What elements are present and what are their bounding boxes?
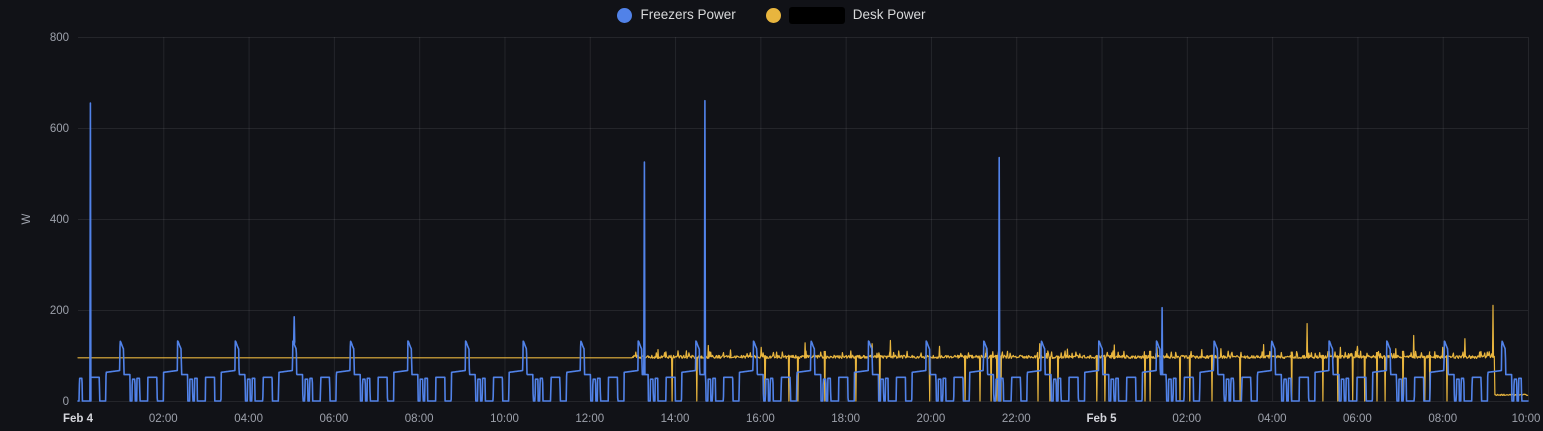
x-tick-label: 08:00 xyxy=(1428,413,1457,425)
y-tick-label: 0 xyxy=(63,396,69,408)
y-tick-label: 800 xyxy=(50,32,69,44)
x-tick-label: 22:00 xyxy=(1002,413,1031,425)
y-tick-label: 400 xyxy=(50,214,69,226)
y-axis-unit-label: W xyxy=(21,213,33,224)
y-tick-label: 600 xyxy=(50,123,69,135)
x-tick-label: 14:00 xyxy=(661,413,690,425)
x-tick-label: 02:00 xyxy=(149,413,178,425)
x-tick-label: 06:00 xyxy=(319,413,348,425)
x-tick-label: 06:00 xyxy=(1343,413,1372,425)
legend-item-freezers-power[interactable]: Freezers Power xyxy=(617,3,736,27)
x-tick-label: 04:00 xyxy=(234,413,263,425)
chart-legend: Freezers Power Desk Power xyxy=(0,3,1543,27)
x-tick-label: Feb 5 xyxy=(1087,413,1118,425)
y-axis-labels: 0 200 400 600 800 W xyxy=(21,32,69,408)
series-color-dot-freezers xyxy=(617,7,633,23)
x-tick-label: 20:00 xyxy=(917,413,946,425)
redacted-name-box xyxy=(788,6,845,24)
x-tick-label: 16:00 xyxy=(746,413,775,425)
x-tick-label: 02:00 xyxy=(1172,413,1201,425)
y-tick-label: 200 xyxy=(50,305,69,317)
legend-label-freezers: Freezers Power xyxy=(640,7,736,22)
x-tick-label: 04:00 xyxy=(1258,413,1287,425)
x-tick-label: 08:00 xyxy=(405,413,434,425)
x-tick-label: Feb 4 xyxy=(63,413,94,425)
legend-label-desk: Desk Power xyxy=(852,7,926,22)
series-color-dot-desk xyxy=(765,7,781,23)
x-tick-label: 12:00 xyxy=(575,413,604,425)
x-tick-label: 10:00 xyxy=(1512,413,1541,425)
series-line-freezers-power xyxy=(77,99,1529,402)
x-axis-labels: Feb 4 02:00 04:00 06:00 08:00 10:00 12:00 14:00… xyxy=(63,413,1540,425)
x-tick-label: 18:00 xyxy=(831,413,860,425)
x-tick-label: 10:00 xyxy=(490,413,519,425)
grid-lines xyxy=(78,37,1529,402)
legend-item-desk-power[interactable]: Desk Power xyxy=(765,3,926,27)
series-line-desk-power xyxy=(77,304,1529,402)
